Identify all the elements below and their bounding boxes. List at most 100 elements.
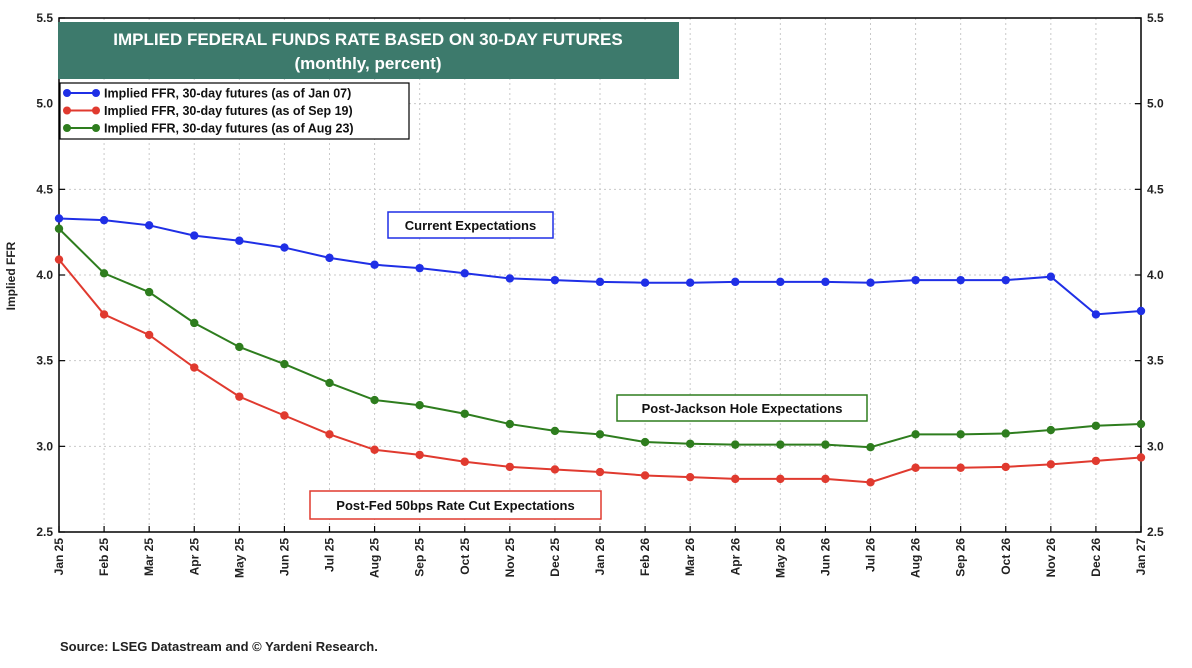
data-point xyxy=(550,465,560,474)
data-point xyxy=(866,478,875,487)
x-tick-label: Feb 26 xyxy=(638,538,652,576)
legend-swatch-dot xyxy=(63,106,71,115)
data-point xyxy=(280,359,289,369)
data-point xyxy=(1046,425,1056,435)
legend-swatch-dot xyxy=(63,89,71,97)
x-tick-label: Mar 26 xyxy=(683,538,697,576)
data-point xyxy=(460,409,469,418)
y-tick-label-left: 5.0 xyxy=(36,97,53,111)
data-point xyxy=(1136,453,1146,462)
data-point xyxy=(190,231,199,240)
x-tick-label: Nov 26 xyxy=(1044,538,1058,578)
y-tick-label-right: 3.5 xyxy=(1147,354,1164,368)
annotation-2: Post-Fed 50bps Rate Cut Expectations xyxy=(309,490,602,520)
y-tick-label-right: 2.5 xyxy=(1147,525,1164,539)
data-point xyxy=(821,440,830,449)
annotation-label: Post-Jackson Hole Expectations xyxy=(642,401,843,416)
data-point xyxy=(1091,310,1101,319)
legend-swatch-dot xyxy=(92,89,100,97)
data-point xyxy=(595,277,605,287)
data-point xyxy=(731,474,740,484)
x-tick-label: Sep 25 xyxy=(413,538,427,577)
data-point xyxy=(731,277,740,287)
data-point xyxy=(1001,462,1010,472)
y-tick-label-left: 3.0 xyxy=(36,439,53,453)
y-tick-label-right: 5.5 xyxy=(1147,11,1164,25)
series-layer xyxy=(54,214,1146,487)
x-tick-label: Dec 25 xyxy=(548,538,562,577)
x-tick-label: Sep 26 xyxy=(954,538,968,577)
x-tick-label: Oct 25 xyxy=(458,538,472,575)
data-point xyxy=(640,278,650,287)
data-point xyxy=(54,214,64,223)
data-point xyxy=(956,463,965,472)
data-point xyxy=(460,269,469,278)
annotation-label: Post-Fed 50bps Rate Cut Expectations xyxy=(336,498,574,513)
chart-subtitle: (monthly, percent) xyxy=(294,54,441,73)
data-point xyxy=(821,474,830,484)
data-point xyxy=(144,330,154,340)
data-point xyxy=(866,442,875,452)
data-point xyxy=(190,363,199,372)
legend-label: Implied FFR, 30-day futures (as of Jan 0… xyxy=(104,87,351,101)
series-1 xyxy=(54,255,1146,487)
annotation-label: Current Expectations xyxy=(405,218,536,233)
data-point xyxy=(415,401,424,410)
y-tick-label-left: 3.5 xyxy=(36,354,53,368)
data-point xyxy=(505,274,515,283)
data-point xyxy=(776,440,785,449)
y-tick-label-left: 4.5 xyxy=(36,182,53,196)
data-point xyxy=(550,275,560,285)
data-point xyxy=(685,472,695,482)
chart-title: IMPLIED FEDERAL FUNDS RATE BASED ON 30-D… xyxy=(113,30,622,49)
data-point xyxy=(505,462,515,472)
annotations: Current Expectations Post-Jackson Hole Ex… xyxy=(309,211,868,520)
data-point xyxy=(370,260,379,269)
y-axis-right: 2.5 3.0 3.5 4.0 4.5 5.0 5.5 xyxy=(1135,11,1164,539)
data-point xyxy=(731,440,740,449)
data-point xyxy=(640,437,650,447)
y-tick-label-right: 5.0 xyxy=(1147,97,1164,111)
data-point xyxy=(911,430,920,439)
x-tick-label: Jul 26 xyxy=(864,538,878,572)
data-point xyxy=(550,426,560,436)
y-tick-label-right: 3.0 xyxy=(1147,439,1164,453)
data-point xyxy=(911,275,920,285)
data-point xyxy=(99,269,109,278)
y-axis-label: Implied FFR xyxy=(4,241,18,310)
data-point xyxy=(911,463,920,472)
legend-swatch-dot xyxy=(63,124,71,132)
x-tick-label: Aug 25 xyxy=(368,538,382,578)
series-2 xyxy=(54,224,1146,452)
legend-label: Implied FFR, 30-day futures (as of Aug 2… xyxy=(104,122,354,136)
data-point xyxy=(640,471,650,480)
data-point xyxy=(1046,460,1056,469)
data-point xyxy=(54,224,64,233)
data-point xyxy=(99,215,109,225)
data-point xyxy=(325,430,334,439)
data-point xyxy=(415,450,424,460)
x-tick-label: Jan 25 xyxy=(52,538,66,576)
data-point xyxy=(460,457,469,466)
y-tick-label-left: 4.0 xyxy=(36,268,53,282)
series-line xyxy=(58,217,1142,316)
data-point xyxy=(1091,421,1101,430)
y-tick-label-left: 5.5 xyxy=(36,11,53,25)
x-tick-label: Jan 26 xyxy=(593,538,607,576)
annotation-1: Post-Jackson Hole Expectations xyxy=(616,394,868,422)
y-tick-label-right: 4.0 xyxy=(1147,268,1164,282)
source-note: Source: LSEG Datastream and © Yardeni Re… xyxy=(60,639,378,654)
data-point xyxy=(685,439,695,448)
data-point xyxy=(99,310,109,319)
x-axis: Jan 25 Feb 25 Mar 25 Apr 25 May 25 Jun 25 Jul … xyxy=(52,526,1148,578)
legend-box xyxy=(59,82,410,140)
legend: Implied FFR, 30-day futures (as of Jan 0… xyxy=(59,82,410,140)
x-tick-label: Jul 25 xyxy=(323,538,337,572)
data-point xyxy=(821,277,830,287)
data-point xyxy=(1046,272,1056,281)
x-tick-label: Jun 26 xyxy=(818,538,832,576)
data-point xyxy=(325,378,334,388)
x-tick-label: May 26 xyxy=(773,538,787,578)
title-background xyxy=(58,22,679,79)
